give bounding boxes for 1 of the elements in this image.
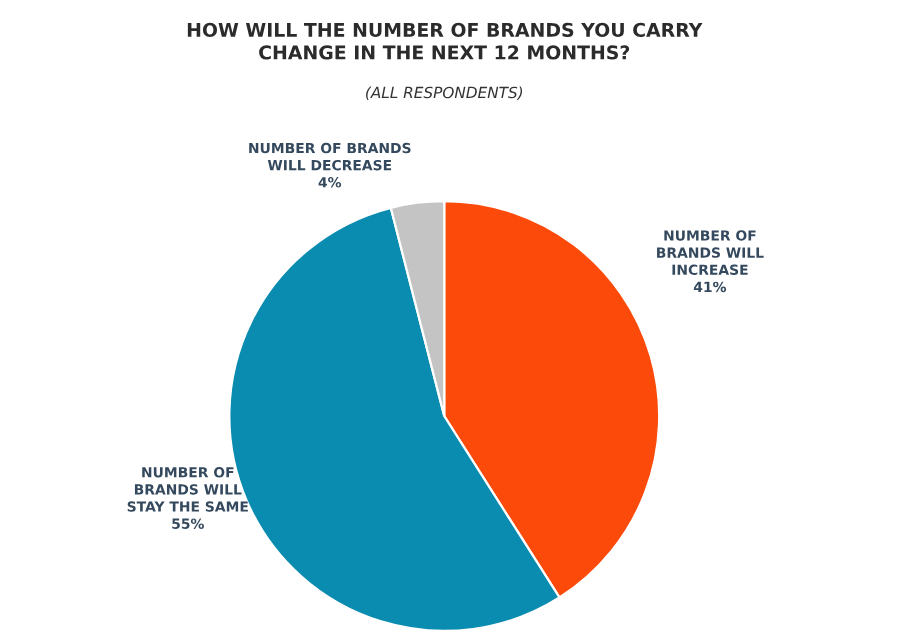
chart-title: HOW WILL THE NUMBER OF BRANDS YOU CARRY CHANGE IN THE NEXT 12 MONTHS?: [187, 22, 703, 60]
